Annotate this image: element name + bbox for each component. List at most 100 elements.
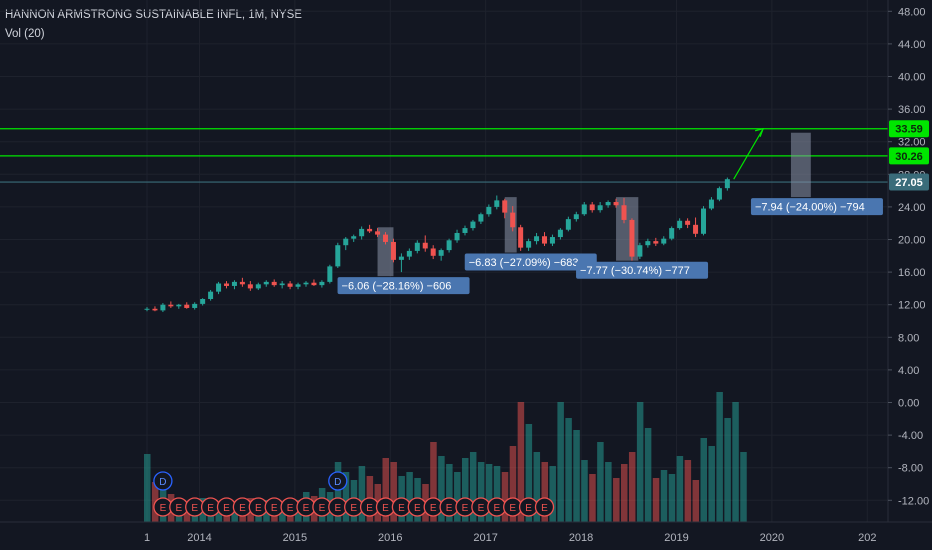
candle-body	[542, 236, 547, 244]
candle-body	[422, 242, 428, 249]
earnings-marker-label: E	[382, 503, 389, 514]
volume-bar	[485, 464, 493, 522]
earnings-marker-label: E	[493, 503, 500, 514]
volume-bar	[549, 466, 556, 522]
y-tick-label: -4.00	[898, 430, 923, 442]
candle-body	[176, 304, 182, 307]
candle-body	[295, 284, 301, 287]
volume-indicator-label[interactable]: Vol (20)	[5, 28, 45, 40]
measure-label: −6.83 (−27.09%) −683	[469, 257, 579, 269]
candle-body	[430, 248, 436, 256]
volume-bar	[581, 460, 588, 522]
earnings-marker-label: E	[223, 503, 230, 514]
measure-label-bg	[576, 261, 709, 279]
volume-bar	[509, 446, 517, 522]
candle-body	[621, 205, 627, 220]
candle-body	[271, 281, 277, 286]
candle-body	[184, 304, 190, 308]
measure-box	[616, 197, 639, 261]
price-tag	[889, 173, 929, 191]
candle-body	[478, 214, 484, 222]
y-tick-label: 16.00	[898, 267, 926, 279]
y-tick-label: 0.00	[898, 398, 919, 410]
candle-body	[605, 202, 611, 206]
measure-label-bg	[337, 277, 470, 295]
earnings-marker-label: E	[446, 503, 453, 514]
arrow-head	[754, 127, 765, 137]
candle-body	[303, 282, 309, 285]
candle-body	[359, 228, 365, 237]
earnings-marker-label: E	[287, 503, 294, 514]
volume-bar	[628, 452, 636, 522]
candle-body	[255, 284, 261, 289]
volume-bar	[716, 392, 723, 522]
candle-body	[557, 229, 563, 238]
volume-bar	[740, 452, 747, 522]
candle-body	[685, 220, 691, 225]
volume-bar	[525, 424, 533, 522]
volume-bar	[462, 458, 469, 522]
candle-body	[573, 214, 579, 220]
candle-body	[661, 238, 667, 244]
price-tag-label: 33.59	[895, 124, 923, 136]
earnings-marker-label: E	[334, 503, 341, 514]
candle-body	[438, 250, 444, 256]
volume-bar	[541, 462, 548, 522]
candle-body	[168, 304, 174, 307]
earnings-marker-label: E	[462, 503, 469, 514]
dividend-marker	[328, 471, 348, 491]
volume-bar	[493, 466, 501, 522]
measure-label: −7.77 (−30.74%) −777	[580, 265, 690, 277]
price-lines	[0, 128, 888, 183]
y-tick-label: 8.00	[898, 332, 919, 344]
candle-body	[224, 283, 229, 286]
candle-body	[152, 308, 158, 311]
earnings-marker-label: E	[414, 503, 421, 514]
volume-bar	[144, 454, 151, 522]
volume-bar	[684, 460, 692, 522]
volume-bar	[700, 438, 707, 522]
event-markers: E E E E E E E E E E E E E E E E E E E E E E E E ED D	[153, 471, 555, 517]
candle-body	[494, 200, 500, 207]
volume-bar	[438, 456, 445, 522]
volume-bar	[358, 466, 366, 522]
candle-body	[383, 234, 388, 242]
candle-body	[534, 236, 540, 242]
candle-body	[589, 204, 595, 211]
candle-body	[327, 266, 333, 282]
candle-body	[518, 227, 524, 248]
candle-body	[502, 200, 508, 213]
x-tick-label: 1	[144, 532, 150, 544]
measure-boxes: −6.06 (−28.16%) −606 −6.83 (−27.09%) −683…	[337, 127, 883, 295]
volume-bar	[652, 478, 660, 522]
candle-body	[510, 212, 516, 228]
earnings-marker-label: E	[478, 503, 485, 514]
earnings-marker-label: E	[430, 503, 437, 514]
candle-body	[247, 284, 253, 289]
candle-body	[549, 237, 555, 244]
candle-body	[375, 231, 381, 235]
candle-body	[724, 179, 730, 189]
earnings-marker-label: E	[541, 503, 548, 514]
earnings-marker-label: E	[160, 503, 167, 514]
candle-body	[367, 228, 373, 232]
earnings-marker-label: E	[319, 503, 326, 514]
volume-bar	[724, 418, 731, 522]
volume-bar	[501, 472, 509, 522]
candle-body	[279, 283, 285, 286]
projection-arrow	[733, 128, 764, 180]
candle-body	[693, 224, 699, 234]
y-tick-label: 12.00	[898, 300, 926, 312]
volume-bar	[589, 474, 596, 522]
volume-bar	[382, 458, 389, 522]
volume-bar	[215, 504, 223, 522]
candle-body	[343, 238, 349, 246]
candle-body	[716, 188, 722, 200]
candle-body	[287, 283, 293, 287]
dividend-marker-label: D	[159, 477, 166, 488]
x-tick-label: 2019	[664, 532, 688, 544]
volume-bar	[676, 456, 684, 522]
price-tag	[889, 120, 929, 138]
